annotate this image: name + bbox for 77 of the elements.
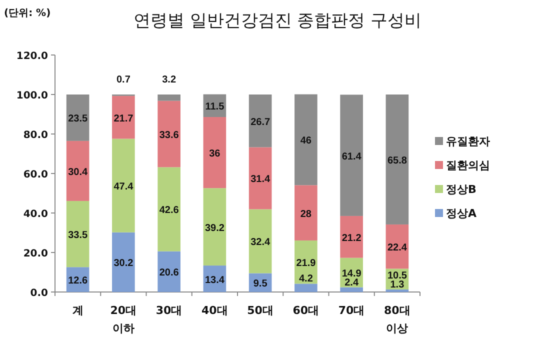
data-label: 2.4 (344, 277, 359, 288)
bar (294, 185, 318, 240)
bar (386, 224, 409, 269)
y-tick-label: 40.0 (23, 209, 48, 220)
data-label: 21.7 (114, 113, 134, 124)
x-tick-label: 50대 (247, 304, 274, 317)
y-axis-title: (단위: %) (4, 8, 51, 19)
data-label: 20.6 (159, 268, 180, 279)
data-label: 0.7 (116, 74, 131, 86)
bar (203, 188, 226, 266)
bar (340, 216, 363, 258)
y-tick-label: 60.0 (23, 170, 48, 180)
bar (158, 94, 180, 101)
data-label: 31.4 (250, 174, 270, 186)
data-label: 3.2 (162, 74, 176, 86)
legend-label: 유질환자 (446, 135, 490, 148)
data-label: 23.5 (68, 114, 88, 125)
x-tick-label: 80대 이상 (384, 304, 410, 335)
bar (340, 94, 363, 216)
bar (386, 94, 409, 224)
bar (386, 289, 409, 292)
bar (248, 209, 272, 274)
data-label: 26.7 (250, 116, 270, 128)
data-label: 65.8 (387, 155, 408, 166)
y-tick-label: 120.0 (16, 51, 48, 62)
data-label: 1.3 (390, 279, 405, 290)
bar (112, 138, 135, 232)
data-label: 30.2 (114, 258, 134, 270)
data-label: 46 (300, 136, 312, 147)
bar (66, 140, 90, 201)
data-label: 21.2 (342, 232, 362, 244)
bar (248, 94, 272, 148)
data-label: 42.6 (159, 205, 180, 216)
data-label: 33.5 (68, 230, 88, 242)
bar (158, 251, 180, 292)
bar (112, 232, 135, 292)
data-label: 47.4 (114, 182, 134, 193)
legend-label: 정상B (446, 183, 476, 196)
bar (158, 167, 180, 252)
y-tick-label: 80.0 (23, 130, 48, 141)
bar (294, 94, 318, 186)
y-tick-label: 0.0 (30, 288, 48, 299)
data-label: 39.2 (204, 222, 225, 234)
data-label: 13.4 (204, 274, 225, 286)
x-tick-label: 60대 (292, 304, 320, 317)
bar (203, 117, 226, 188)
data-label: 61.4 (342, 151, 362, 162)
data-label: 28 (300, 208, 312, 220)
x-tick-label: 40대 (202, 304, 228, 317)
bar (158, 100, 180, 168)
data-label: 10.5 (387, 270, 408, 282)
data-label: 11.5 (205, 102, 225, 113)
data-label: 9.5 (253, 278, 268, 290)
data-label: 22.4 (387, 242, 408, 254)
x-tick-label: 30대 (156, 304, 182, 317)
bar (248, 147, 272, 210)
x-tick-label: 계 (72, 304, 84, 317)
chart-title: 연령별 일반건강검진 종합판정 구성비 (133, 11, 422, 31)
data-label: 12.6 (68, 276, 88, 287)
x-tick-label: 20대 이하 (110, 304, 137, 335)
y-tick-label: 20.0 (23, 248, 48, 260)
data-label: 4.2 (298, 274, 314, 285)
x-tick-label: 70대 (338, 304, 365, 317)
data-label: 30.4 (68, 166, 88, 178)
data-label: 36 (209, 148, 221, 160)
data-label: 33.6 (159, 130, 180, 141)
bar (66, 94, 90, 141)
legend-label: 정상A (446, 207, 477, 220)
legend-label: 질환의심 (446, 159, 490, 172)
bar (294, 284, 318, 292)
data-label: 21.9 (296, 258, 316, 270)
bar (66, 200, 90, 268)
bar (112, 96, 135, 139)
data-label: 14.9 (342, 268, 362, 280)
data-label: 32.4 (250, 237, 270, 248)
bar (340, 287, 363, 292)
y-tick-label: 100.0 (16, 90, 48, 102)
